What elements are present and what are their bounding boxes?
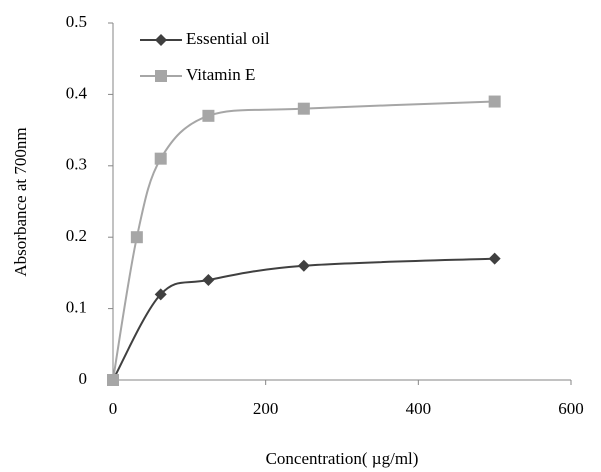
x-tick-label: 400 — [406, 399, 432, 418]
y-axis-label: Absorbance at 700nm — [11, 127, 30, 276]
x-tick-label: 600 — [558, 399, 584, 418]
legend-marker — [155, 34, 167, 46]
y-tick-label: 0.1 — [66, 298, 87, 317]
legend-label: Vitamin E — [186, 65, 255, 84]
marker — [130, 231, 143, 244]
y-tick-label: 0.5 — [66, 12, 87, 31]
y-tick-label: 0.4 — [66, 83, 88, 102]
marker — [202, 109, 215, 122]
series-line — [112, 257, 495, 381]
marker — [154, 152, 167, 165]
marker — [154, 288, 167, 301]
marker — [107, 374, 119, 386]
marker — [488, 252, 501, 265]
legend-marker — [155, 70, 167, 82]
series-line — [112, 100, 495, 381]
x-tick-label: 200 — [253, 399, 279, 418]
x-tick-label: 0 — [109, 399, 118, 418]
y-tick-label: 0 — [79, 369, 88, 388]
marker — [202, 274, 215, 287]
legend-label: Essential oil — [186, 29, 270, 48]
marker — [488, 95, 501, 108]
y-tick-label: 0.2 — [66, 226, 87, 245]
y-tick-label: 0.3 — [66, 155, 87, 174]
x-axis-label: Concentration( µg/ml) — [266, 449, 419, 468]
marker — [297, 259, 310, 272]
marker — [297, 102, 310, 115]
